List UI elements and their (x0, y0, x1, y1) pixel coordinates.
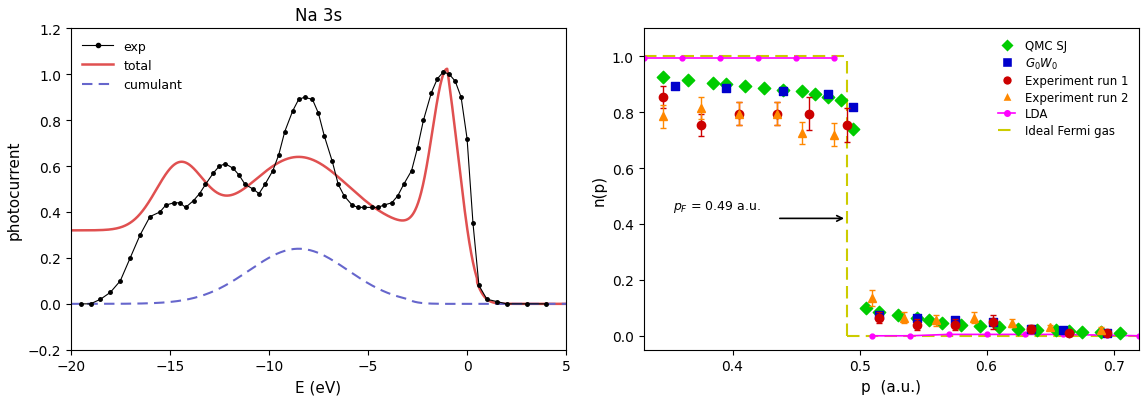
Point (952, 322, 971, 328)
Legend: exp, total, cumulant: exp, total, cumulant (77, 35, 187, 97)
total (545, 302, 559, 306)
cumulant (545, 302, 559, 306)
Point (990, 324, 1008, 331)
Point (870, 309, 888, 316)
exp (306, 98, 320, 103)
Point (755, 86, 774, 92)
Point (845, 104, 863, 111)
cumulant (89, 302, 103, 306)
total (291, 155, 305, 160)
total (454, 179, 468, 184)
Point (666, 83, 684, 89)
Point (818, 91, 837, 98)
Point (775, 87, 793, 94)
cumulant (545, 302, 559, 306)
exp (227, 166, 241, 171)
Point (736, 83, 754, 89)
total (89, 228, 103, 233)
Point (888, 312, 906, 318)
cumulant (291, 247, 305, 251)
Point (945, 318, 964, 324)
cumulant (455, 302, 469, 306)
exp (292, 98, 306, 103)
Point (857, 305, 876, 311)
Point (870, 312, 888, 318)
total (545, 302, 559, 306)
Point (1053, 327, 1072, 334)
Point (793, 89, 811, 95)
Point (908, 315, 926, 321)
Point (983, 319, 1002, 325)
Point (920, 318, 939, 324)
total (64, 229, 78, 233)
cumulant (292, 247, 306, 251)
X-axis label: p  (a.u.): p (a.u.) (862, 379, 921, 394)
Point (845, 126, 863, 133)
Point (775, 89, 793, 95)
total (559, 302, 573, 306)
Point (806, 91, 824, 98)
exp (437, 70, 450, 75)
Point (908, 315, 926, 321)
Line: total: total (71, 70, 566, 304)
Point (705, 80, 723, 87)
total (440, 67, 454, 72)
Point (1092, 329, 1110, 336)
X-axis label: E (eV): E (eV) (296, 379, 342, 394)
total (305, 158, 319, 162)
cumulant (559, 302, 573, 306)
exp (73, 302, 87, 306)
Point (717, 82, 736, 88)
Point (1028, 327, 1046, 333)
Point (1073, 328, 1091, 335)
Point (717, 86, 736, 92)
Point (933, 320, 951, 327)
Text: $p_F$ = 0.49 a.u.: $p_F$ = 0.49 a.u. (673, 198, 761, 214)
Point (818, 94, 837, 101)
Point (971, 323, 989, 329)
exp (540, 302, 554, 306)
exp (385, 201, 399, 206)
Point (1098, 330, 1116, 336)
Point (1022, 326, 1041, 332)
Y-axis label: photocurrent: photocurrent (7, 140, 22, 239)
Y-axis label: n(p): n(p) (591, 174, 606, 205)
Title: Na 3s: Na 3s (295, 7, 342, 25)
cumulant (431, 302, 445, 306)
Point (1110, 330, 1129, 336)
Point (653, 75, 672, 81)
Point (1060, 328, 1078, 334)
Point (1010, 326, 1028, 332)
exp (519, 302, 533, 306)
Line: exp: exp (79, 71, 548, 306)
Point (678, 77, 697, 84)
Point (1047, 327, 1066, 334)
cumulant (64, 302, 78, 306)
Legend: QMC SJ, $G_0W_0$, Experiment run 1, Experiment run 2, LDA, Ideal Fermi gas: QMC SJ, $G_0W_0$, Experiment run 1, Expe… (994, 35, 1133, 142)
total (500, 302, 513, 306)
exp (212, 164, 226, 169)
Line: cumulant: cumulant (71, 249, 566, 304)
cumulant (305, 249, 319, 253)
Point (831, 97, 849, 103)
